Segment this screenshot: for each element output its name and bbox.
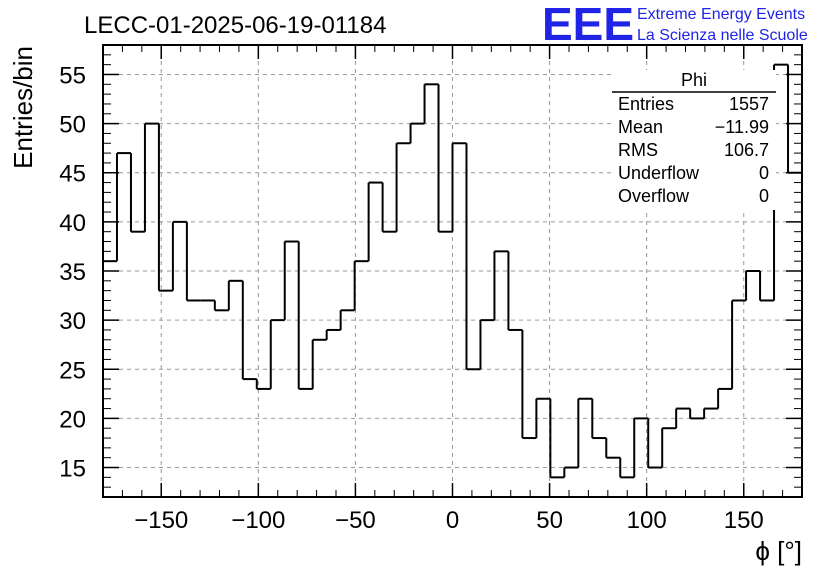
y-tick-label: 40 <box>59 210 86 237</box>
x-tick-label: 150 <box>724 507 764 534</box>
stats-title: Phi <box>681 70 707 90</box>
stats-value-entries: 1557 <box>729 94 769 114</box>
y-tick-label: 25 <box>59 357 86 384</box>
stats-box: Phi Entries 1557 Mean −11.99 RMS 106.7 U… <box>612 70 776 210</box>
x-tick-label: −150 <box>134 507 188 534</box>
stats-label-rms: RMS <box>618 140 658 160</box>
logo-line1: Extreme Energy Events <box>637 6 805 23</box>
stats-label-overflow: Overflow <box>618 186 690 206</box>
x-tick-label: 50 <box>536 507 563 534</box>
eee-logo-text: EEE <box>542 0 634 50</box>
y-tick-label: 30 <box>59 308 86 335</box>
x-tick-label: 100 <box>627 507 667 534</box>
x-tick-label: 0 <box>446 507 459 534</box>
stats-value-rms: 106.7 <box>724 140 769 160</box>
y-tick-label: 50 <box>59 112 86 139</box>
stats-value-mean: −11.99 <box>715 117 769 137</box>
axis-ticks <box>102 44 803 498</box>
tick-labels: −150 −100 −50 0 50 100 150 15 20 25 30 35 40 45 50 55 <box>59 62 763 534</box>
run-title: LECC-01-2025-06-19-01184 <box>84 12 386 39</box>
y-axis-label: Entries/bin <box>8 46 38 169</box>
stats-label-entries: Entries <box>618 94 674 114</box>
stats-label-mean: Mean <box>618 117 663 137</box>
logo-line2: La Scienza nelle Scuole <box>637 27 808 44</box>
stats-label-underflow: Underflow <box>618 163 700 183</box>
y-tick-label: 45 <box>59 161 86 188</box>
y-tick-label: 15 <box>59 456 86 483</box>
y-tick-label: 20 <box>59 406 86 433</box>
stats-value-underflow: 0 <box>759 163 769 183</box>
y-tick-label: 55 <box>59 62 86 89</box>
x-tick-label: −100 <box>231 507 285 534</box>
stats-value-overflow: 0 <box>759 186 769 206</box>
stats-box-background <box>612 70 776 210</box>
x-tick-label: −50 <box>335 507 376 534</box>
y-tick-label: 35 <box>59 259 86 286</box>
x-axis-label: ϕ [°] <box>755 536 802 566</box>
